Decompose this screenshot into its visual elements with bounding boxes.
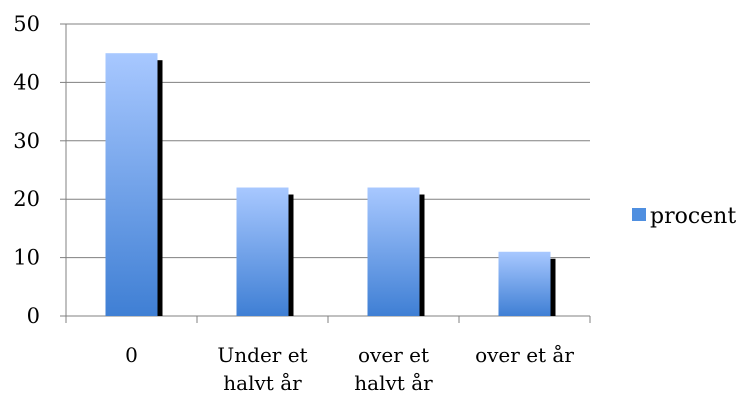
y-tick-label: 50 [13,12,40,36]
x-tick-label: halvt år [354,371,433,395]
bar [368,188,420,316]
x-tick-label: 0 [125,343,138,367]
bar-shadow [158,60,163,316]
bar [237,188,289,316]
legend-label: procent [650,204,736,229]
y-tick-labels: 0 10 20 30 40 50 [13,12,40,328]
x-tick-label: over et år [475,343,574,367]
y-tick-label: 40 [13,70,40,94]
y-tick-label: 30 [13,129,40,153]
bar [106,53,158,316]
x-tick-labels: 0 Under et halvt år over et halvt år over et … [125,343,574,395]
x-tick-label: over et [358,343,429,367]
bar-shadow [551,259,556,316]
y-tick-label: 0 [27,304,40,328]
bars [106,53,556,316]
bar-shadow [420,195,425,316]
y-tick-label: 20 [13,187,40,211]
x-tick-label: halvt år [223,371,302,395]
legend: procent [632,204,736,229]
legend-swatch [632,208,646,221]
bar-shadow [289,195,294,316]
x-tick-label: Under et [217,343,307,367]
bar [499,252,551,316]
y-tick-label: 10 [13,246,40,270]
